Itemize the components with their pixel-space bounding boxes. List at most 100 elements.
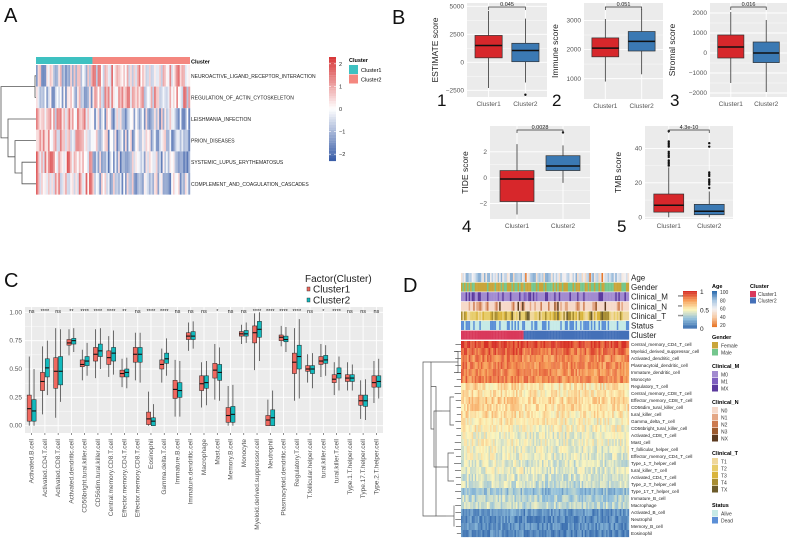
legend-swatch	[349, 65, 358, 74]
annotation-cell	[538, 292, 541, 302]
heatmap-cell	[603, 411, 605, 419]
annotation-cell	[499, 273, 501, 282]
heatmap-cell	[514, 369, 517, 377]
colorbar-segment	[329, 153, 336, 156]
significance-bracket	[488, 6, 526, 10]
annotation-cell	[500, 301, 503, 311]
heatmap-cell	[467, 404, 469, 412]
heatmap-cell	[595, 383, 598, 391]
heatmap-cell	[537, 467, 540, 475]
heatmap-cell	[622, 362, 625, 370]
heatmap-cell	[505, 341, 507, 349]
heatmap-cell	[37, 129, 40, 152]
annotation-cell	[514, 292, 517, 302]
heatmap-cell	[461, 425, 463, 433]
y-tick-label: 1000	[567, 76, 582, 83]
heatmap-cell	[517, 530, 520, 538]
annotation-cell	[555, 330, 558, 340]
heatmap-cell	[610, 341, 613, 349]
heatmap-cell	[532, 481, 535, 489]
heatmap-cell	[551, 509, 553, 517]
annotation-cell	[496, 292, 498, 302]
annotation-cell	[596, 292, 599, 302]
heatmap-cell	[540, 488, 543, 496]
heatmap-cell	[523, 348, 526, 356]
heatmap-cell	[564, 509, 567, 517]
heatmap-cell	[574, 376, 576, 384]
heatmap-cell	[118, 108, 121, 130]
heatmap-cell	[581, 481, 584, 489]
annotation-cell	[621, 330, 624, 340]
heatmap-cell	[624, 488, 627, 496]
heatmap-cell	[474, 516, 477, 524]
annotation-cell	[517, 321, 520, 330]
heatmap-cell	[625, 397, 628, 405]
heatmap-cell	[95, 108, 98, 130]
annotation-cell	[538, 273, 541, 282]
heatmap-cell	[511, 488, 514, 496]
heatmap-cell	[499, 362, 501, 370]
heatmap-cell	[534, 453, 536, 461]
annotation-cell	[538, 311, 541, 321]
heatmap-cell	[577, 502, 579, 510]
heatmap-cell	[529, 425, 532, 433]
heatmap-cell	[497, 341, 500, 349]
heatmap-cell	[56, 108, 59, 130]
heatmap-cell	[505, 369, 507, 377]
heatmap-cell	[528, 362, 530, 370]
heatmap-cell	[612, 390, 614, 398]
heatmap-cell	[592, 404, 595, 412]
heatmap-cell	[551, 404, 553, 412]
heatmap-cell	[575, 481, 578, 489]
heatmap-cell	[535, 495, 538, 503]
heatmap-cell	[486, 488, 489, 496]
annotation-cell	[523, 330, 526, 340]
heatmap-cell	[496, 362, 498, 370]
heatmap-cell	[569, 516, 572, 524]
heatmap-cell	[558, 348, 561, 356]
heatmap-cell	[606, 495, 608, 503]
annotation-cell	[583, 321, 585, 330]
heatmap-cell	[522, 481, 524, 489]
annotation-cell	[612, 292, 614, 302]
annotation-cell	[529, 273, 532, 282]
heatmap-cell	[514, 530, 517, 538]
heatmap-cell	[606, 355, 608, 363]
heatmap-cell	[152, 65, 155, 87]
annotation-cell	[532, 321, 535, 330]
heatmap-cell	[517, 495, 520, 503]
heatmap-cell	[465, 523, 468, 531]
heatmap-cell	[473, 418, 475, 426]
heatmap-cell	[622, 495, 625, 503]
heatmap-cell	[480, 383, 483, 391]
annotation-cell	[512, 292, 515, 302]
heatmap-cell	[538, 453, 541, 461]
heatmap-cell	[101, 108, 103, 130]
heatmap-cell	[166, 129, 168, 152]
heatmap-cell	[66, 129, 69, 152]
heatmap-cell	[150, 151, 153, 173]
annotation-cell	[569, 321, 572, 330]
heatmap-cell	[534, 418, 536, 426]
heatmap-cell	[589, 509, 591, 517]
heatmap-cell	[66, 86, 69, 109]
annotation-cell	[619, 321, 622, 330]
annotation-cell	[548, 330, 550, 340]
heatmap-cell	[499, 460, 501, 468]
heatmap-cell	[627, 341, 630, 349]
annotation-cell	[506, 321, 509, 330]
heatmap-cell	[119, 65, 122, 87]
heatmap-cell	[467, 348, 469, 356]
heatmap-cell	[569, 369, 572, 377]
heatmap-cell	[473, 376, 475, 384]
heatmap-cell	[590, 446, 593, 454]
heatmap-cell	[551, 355, 553, 363]
row-label: Memory_B_cell	[631, 524, 663, 529]
heatmap-cell	[561, 523, 564, 531]
heatmap-cell	[581, 341, 584, 349]
heatmap-cell	[491, 446, 494, 454]
heatmap-cell	[570, 509, 573, 517]
annotation-cell	[541, 330, 544, 340]
heatmap-cell	[520, 390, 523, 398]
heatmap-cell	[171, 129, 174, 152]
